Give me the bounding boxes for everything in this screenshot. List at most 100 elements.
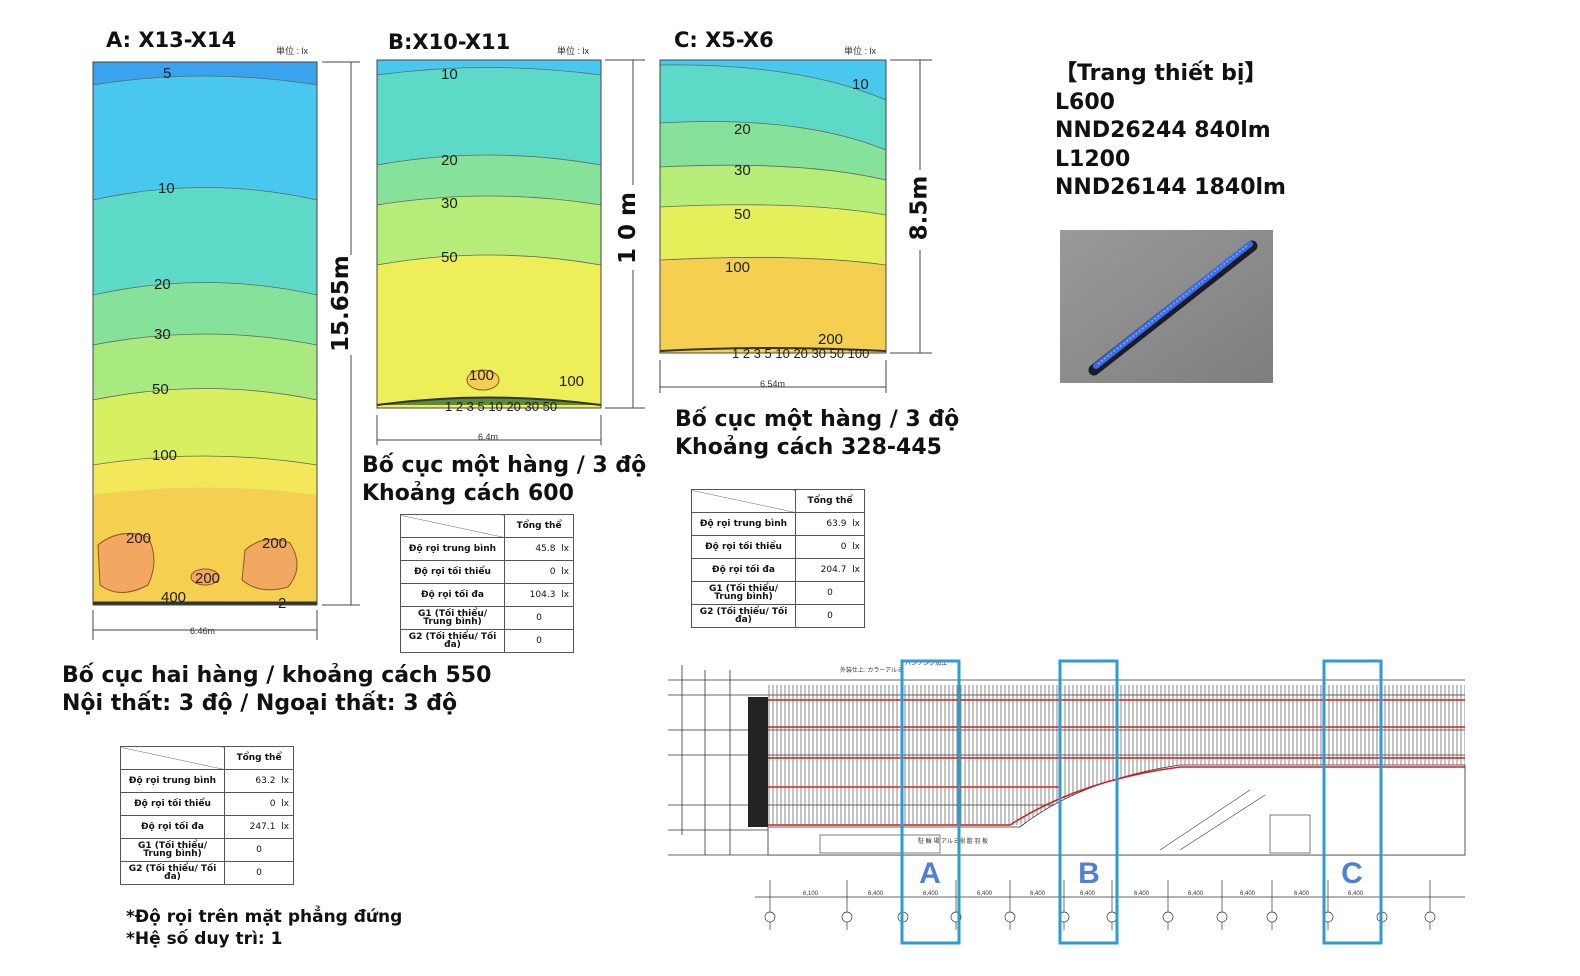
panel-c-title: C: X5-X6 [674,28,774,52]
section-marker-b-frame [1058,659,1119,945]
table-corner [400,514,505,538]
table-row: G1 (Tối thiểu/ Trung bình) 0 [400,606,574,630]
table-row: Độ rọi tối đa 204.7 lx [691,558,865,582]
caption-line: Khoảng cách 600 [362,481,574,506]
table-row: Độ rọi trung bình 63.9 lx [691,512,865,536]
panel-b-illuminance-table: Tổng thể Độ rọi trung bình 45.8 lx Độ rọi… [400,514,574,653]
panel-c-dim-vertical: 8.5m [906,175,933,241]
contour-label: 50 [152,381,169,398]
contour-label: 20 [441,152,458,169]
table-row: G2 (Tối thiểu/ Tối đa) 0 [691,604,865,628]
note-line: *Độ rọi trên mặt phẳng đứng [126,907,403,927]
table-header: Tổng thể [795,489,865,513]
contour-label: 20 [734,121,751,138]
contour-label: 5 [163,65,171,82]
elevation-top-label: 外装仕上: カラーアルミ [840,666,903,674]
table-corner [691,489,796,513]
note-line: *Hệ số duy trì: 1 [126,929,283,949]
contour-label: 2 [278,595,286,612]
section-marker-c-frame [1322,659,1383,945]
contour-label: 100 [152,447,177,464]
panel-c-caption: Bố cục một hàng / 3 độ Khoảng cách 328-4… [675,406,959,462]
contour-label: 1 2 3 5 10 20 30 50 [445,399,557,414]
panel-c-dim-horizontal: 6.54m [760,379,786,389]
panel-b-unit-label: 単位 : lx [557,46,590,56]
table-corner [120,746,225,770]
equipment-line: L1200 [1055,146,1131,172]
table-header: Tổng thể [504,514,574,538]
panel-a-title: A: X13-X14 [106,28,237,52]
panel-a-contour-plot: 5 10 20 30 50 100 200 200 200 400 2 [92,61,360,640]
svg-text:6,400: 6,400 [1240,891,1256,897]
panel-b-dim-horizontal: 6.4m [478,432,499,442]
building-elevation: 外装仕上: カラーアルミ パンチング加工ー 駐 輪 場 アルミ樹 脂 羽 板 6… [668,659,1466,945]
equipment-line: L600 [1055,89,1115,115]
section-marker-b-label: B [1078,857,1100,890]
panel-a-frame [92,61,318,606]
contour-label: 100 [559,373,584,390]
svg-text:6,400: 6,400 [868,891,884,897]
section-marker-a-label: A [919,857,941,890]
panel-c-frame [659,59,887,354]
panel-a-illuminance-table: Tổng thể Độ rọi trung bình 63.2 lx Độ rọi… [120,746,294,885]
notes: *Độ rọi trên mặt phẳng đứng *Hệ số duy t… [126,906,402,950]
elevation-bottom-note: 駐 輪 場 アルミ樹 脂 羽 板 [918,837,988,845]
equipment-line: NND26144 1840lm [1055,175,1286,200]
panel-a-caption: Bố cục hai hàng / khoảng cách 550 Nội th… [62,662,491,718]
panel-a-unit-label: 単位 : lx [276,46,309,56]
contour-label: 30 [154,326,171,343]
contour-label: 10 [441,66,458,83]
panel-a-contour-lines [92,75,318,466]
luminaire-render [1060,230,1273,383]
contour-label: 10 [852,76,869,93]
svg-text:6,400: 6,400 [1134,891,1150,897]
panel-a-dim-horizontal: 6.46m [190,626,216,636]
table-row: Độ rọi trung bình 63.2 lx [120,769,294,793]
table-row: Độ rọi tối thiểu 0 lx [120,792,294,816]
svg-text:6,400: 6,400 [923,891,939,897]
contour-label: 30 [441,195,458,212]
contour-label: 200 [195,570,220,587]
contour-label: 400 [161,589,186,606]
table-row: Độ rọi tối thiểu 0 lx [691,535,865,559]
panel-a-dimension-lines [92,61,360,640]
floor-line [376,396,602,406]
bay-dimensions: 6,100 6,400 6,400 6,400 6,400 6,400 6,40… [803,891,1364,897]
contour-label: 100 [469,367,494,384]
contour-label: 50 [441,249,458,266]
panel-a-contour-labels: 5 10 20 30 50 100 200 200 200 400 2 [126,65,287,612]
elevation-top-label: パンチング加工ー [905,659,953,667]
svg-text:6,400: 6,400 [1080,891,1096,897]
panel-b-caption: Bố cục một hàng / 3 độ Khoảng cách 600 [362,452,646,508]
panel-b-title: B:X10-X11 [388,30,511,54]
panel-b-dim-vertical: 1 0 m [615,192,641,264]
panel-c-unit-label: 単位 : lx [844,46,877,56]
stair-block [748,697,768,827]
svg-text:6,400: 6,400 [977,891,993,897]
equipment-heading: 【Trang thiết bị】 [1055,61,1267,86]
contour-label: 200 [818,331,843,348]
panel-b-frame [376,59,602,409]
panel-a-contour-bands [93,62,317,605]
table-row: Độ rọi trung bình 45.8 lx [400,537,574,561]
equipment-list: 【Trang thiết bị】 L600 NND26244 840lm L12… [1055,60,1286,203]
table-row: Độ rọi tối thiểu 0 lx [400,560,574,584]
hotspot-center [190,568,220,586]
table-row: G2 (Tối thiểu/ Tối đa) 0 [400,629,574,653]
section-marker-c-label: C [1341,857,1363,890]
table-header: Tổng thể [224,746,294,770]
hotspot [466,369,500,391]
table-row: Độ rọi tối đa 104.3 lx [400,583,574,607]
contour-label: 20 [154,276,171,293]
hotspot-left [97,532,155,593]
table-row: G1 (Tối thiểu/ Trung bình) 0 [120,838,294,862]
band-orange [660,257,886,353]
contour-label: 100 [725,259,750,276]
caption-line: Bố cục một hàng / 3 độ [362,453,647,478]
svg-text:6,100: 6,100 [803,891,819,897]
caption-line: Bố cục một hàng / 3 độ [675,407,960,432]
section-marker-a-frame [900,659,961,945]
caption-line: Khoảng cách 328-445 [675,435,942,460]
band-yellow [377,255,601,408]
svg-text:6,400: 6,400 [1030,891,1046,897]
